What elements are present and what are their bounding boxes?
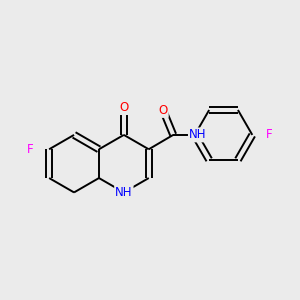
Text: O: O bbox=[158, 104, 168, 117]
Text: F: F bbox=[27, 143, 34, 156]
Text: NH: NH bbox=[115, 186, 133, 199]
Text: NH: NH bbox=[189, 128, 206, 141]
Text: O: O bbox=[119, 101, 128, 114]
Text: F: F bbox=[266, 128, 273, 141]
